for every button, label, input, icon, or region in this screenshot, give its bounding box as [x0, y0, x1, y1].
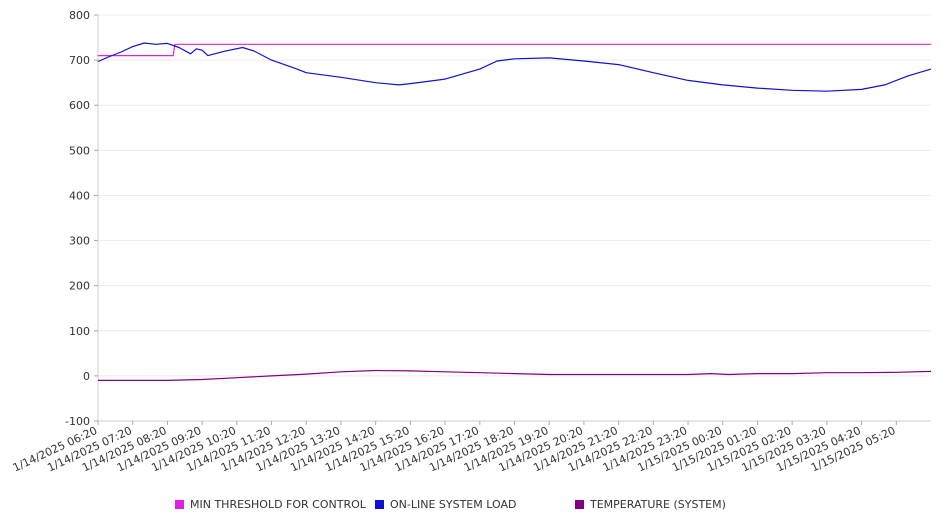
- series-line-1: [97, 42, 932, 92]
- legend-swatch-temperature: [575, 500, 584, 509]
- y-tick-label: 0: [83, 370, 90, 383]
- legend-item-min-threshold[interactable]: MIN THRESHOLD FOR CONTROL: [175, 498, 366, 511]
- series-line-0: [98, 43, 931, 57]
- y-tick-label: 200: [69, 280, 90, 293]
- y-tick-labels: 800 700 600 500 400 300 200 100 0 -100: [65, 9, 98, 428]
- legend-label-min-threshold: MIN THRESHOLD FOR CONTROL: [190, 498, 366, 511]
- y-tick-label: 600: [69, 99, 90, 112]
- legend-label-temperature: TEMPERATURE (SYSTEM): [590, 498, 726, 511]
- legend-label-system-load: ON-LINE SYSTEM LOAD: [390, 498, 517, 511]
- axes: [97, 15, 931, 422]
- legend-item-temperature[interactable]: TEMPERATURE (SYSTEM): [575, 498, 726, 511]
- y-tick-label: 400: [69, 189, 90, 202]
- y-tick-label: -100: [65, 415, 90, 428]
- legend-swatch-system-load: [375, 500, 384, 509]
- y-tick-label: 800: [69, 9, 90, 22]
- legend: MIN THRESHOLD FOR CONTROL ON-LINE SYSTEM…: [0, 498, 946, 516]
- legend-item-system-load[interactable]: ON-LINE SYSTEM LOAD: [375, 498, 516, 511]
- legend-swatch-min-threshold: [175, 500, 184, 509]
- y-tick-label: 100: [69, 325, 90, 338]
- x-tick-labels: 1/14/2025 06:201/14/2025 07:201/14/2025 …: [11, 421, 898, 474]
- y-tick-label: 500: [69, 144, 90, 157]
- grid-lines: [98, 14, 931, 422]
- y-tick-label: 700: [69, 54, 90, 67]
- series-lines: [97, 42, 932, 381]
- y-tick-label: 300: [69, 235, 90, 248]
- series-line-2: [98, 369, 932, 381]
